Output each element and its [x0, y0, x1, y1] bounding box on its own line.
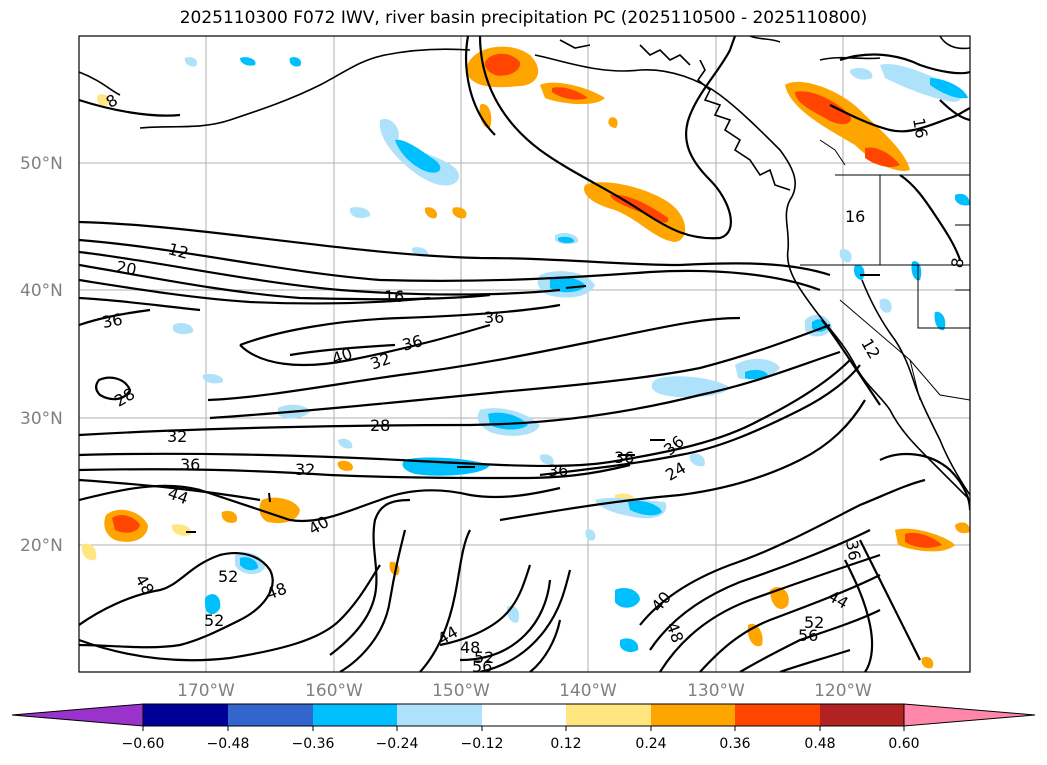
coastlines [79, 36, 970, 501]
colorbar-segment [397, 704, 482, 726]
contour-label: 56 [472, 657, 492, 676]
contour-label: 12 [166, 239, 191, 263]
contour-label: 32 [167, 427, 187, 446]
contour-label: 36 [614, 448, 634, 467]
contour-label: 36 [548, 461, 568, 480]
small-contour-features [186, 274, 880, 533]
lon-label: 170°W [177, 681, 235, 701]
colorbar-segment [566, 704, 651, 726]
contour-label: 36 [842, 539, 864, 562]
colorbar-tick-label: −0.48 [207, 736, 250, 752]
lat-label: 20°N [20, 536, 63, 556]
colorbar-tick-label: −0.12 [461, 736, 504, 752]
contour-label: 52 [804, 613, 824, 632]
lat-label: 30°N [20, 409, 63, 429]
lat-label: 50°N [20, 154, 63, 174]
lat-label: 40°N [20, 281, 63, 301]
contour-label: 20 [115, 257, 138, 279]
contour-label: 28 [370, 416, 390, 435]
contour-label: 36 [101, 310, 124, 332]
colorbar-extend-max [903, 703, 1036, 727]
lon-label: 120°W [814, 681, 872, 701]
contour-label: 52 [474, 648, 494, 667]
contour-label: 16 [845, 207, 865, 226]
colorbar-tick-label: 0.48 [804, 736, 835, 752]
longitude-labels: 170°W 160°W 150°W 140°W 130°W 120°W [177, 681, 872, 701]
lon-label: 140°W [559, 681, 617, 701]
map-panel: 12 20 16 36 36 40 32 36 28 28 32 36 32 3… [78, 35, 971, 676]
contour-label: 52 [218, 567, 238, 586]
contour-label: 48 [460, 638, 480, 657]
colorbar-extend-min [11, 703, 144, 727]
contour-label: 36 [400, 331, 425, 355]
colorbar-segment [820, 704, 904, 726]
graticule [79, 36, 970, 672]
colorbar-segment [313, 704, 397, 726]
map-frame [78, 35, 971, 673]
lon-label: 160°W [305, 681, 363, 701]
contour-label: 36 [180, 455, 200, 474]
colorbar-segment [228, 704, 313, 726]
map-title: 2025110300 F072 IWV, river basin precipi… [179, 8, 868, 28]
colorbar-tick-label: 0.36 [719, 736, 750, 752]
contour-label: 16 [909, 116, 931, 139]
colorbar-segment [735, 704, 820, 726]
borders [800, 139, 970, 401]
contour-label: 16 [384, 287, 404, 306]
colorbar-tick-label: 0.24 [635, 736, 666, 752]
colorbar-segment [482, 704, 566, 726]
contour-label: 56 [798, 626, 818, 645]
contour-label: 36 [484, 308, 504, 327]
latitude-labels: 50°N 40°N 30°N 20°N [20, 154, 63, 556]
contour-label: 52 [204, 611, 224, 630]
colorbar-tick-label: −0.60 [122, 736, 165, 752]
contour-label: 32 [295, 460, 315, 479]
lon-label: 150°W [432, 681, 490, 701]
contour-labels: 12 20 16 36 36 40 32 36 28 28 32 36 32 3… [101, 90, 968, 676]
colorbar-tick-label: 0.60 [888, 736, 919, 752]
colorbar-segment [651, 704, 735, 726]
contour-label: 8 [947, 256, 967, 269]
lon-label: 130°W [687, 681, 745, 701]
colorbar: −0.60 −0.48 −0.36 −0.24 −0.12 0.12 0.24 … [11, 703, 1036, 752]
iwv-contours [79, 36, 970, 672]
colorbar-tick-label: −0.24 [376, 736, 419, 752]
colorbar-tick-label: 0.12 [550, 736, 581, 752]
colorbar-segment [143, 704, 228, 726]
colorbar-tick-label: −0.36 [292, 736, 335, 752]
